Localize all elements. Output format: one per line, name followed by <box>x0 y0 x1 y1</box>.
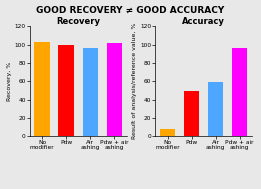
Bar <box>160 129 175 136</box>
Y-axis label: Recovery, %: Recovery, % <box>7 62 12 101</box>
Title: Recovery: Recovery <box>56 17 100 26</box>
Bar <box>34 42 50 136</box>
Bar <box>58 45 74 136</box>
Bar <box>82 48 98 136</box>
Title: Accuracy: Accuracy <box>182 17 225 26</box>
Bar <box>184 91 199 136</box>
Bar <box>106 43 122 136</box>
Bar <box>208 82 223 136</box>
Bar <box>232 48 247 136</box>
Y-axis label: Result of analysis/reference value, %: Result of analysis/reference value, % <box>132 23 137 139</box>
Text: GOOD RECOVERY ≠ GOOD ACCURACY: GOOD RECOVERY ≠ GOOD ACCURACY <box>36 6 225 15</box>
